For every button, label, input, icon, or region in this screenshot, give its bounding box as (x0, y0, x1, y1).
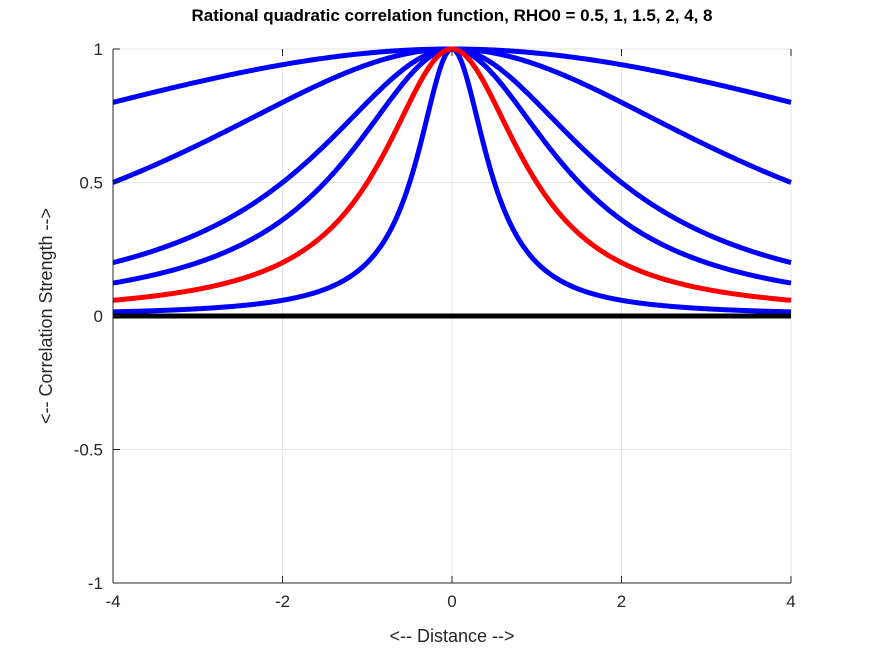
y-tick-label: -0.5 (74, 441, 103, 460)
x-tick-label: 4 (786, 592, 795, 611)
y-axis-label: <-- Correlation Strength --> (36, 208, 56, 424)
y-tick-label: 1 (94, 40, 103, 59)
x-tick-label: -2 (275, 592, 290, 611)
y-tick-label: 0.5 (79, 174, 103, 193)
x-axis-label: <-- Distance --> (389, 626, 514, 646)
y-tick-label: -1 (88, 574, 103, 593)
axes: -4 -2 0 2 4 -1 -0.5 0 0.5 1 (74, 40, 796, 611)
x-tick-label: 2 (617, 592, 626, 611)
y-tick-label: 0 (94, 307, 103, 326)
x-tick-label: -4 (105, 592, 120, 611)
chart-title: Rational quadratic correlation function,… (191, 6, 712, 25)
x-tick-label: 0 (447, 592, 456, 611)
